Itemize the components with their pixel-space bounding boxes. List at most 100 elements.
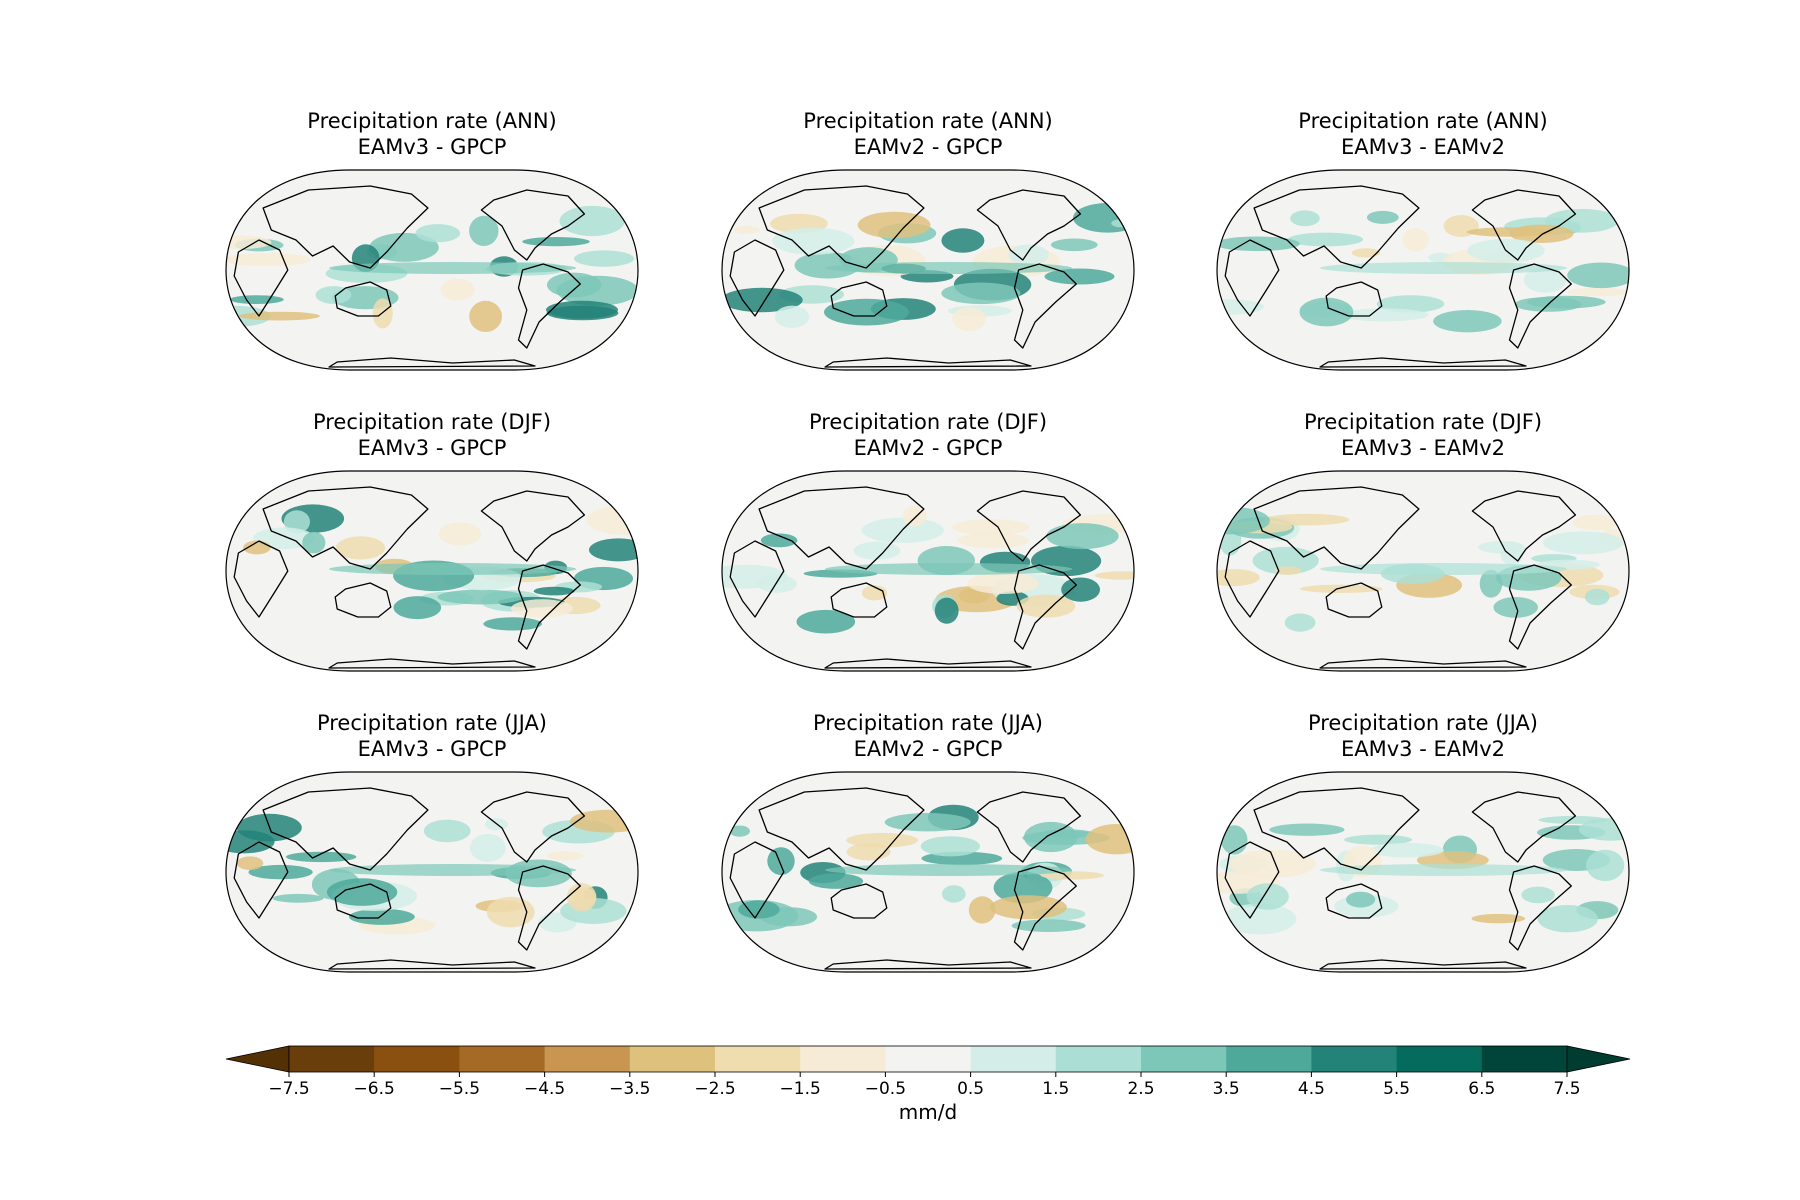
coastline-antarctica xyxy=(1319,959,1527,970)
coastline-southAmerica xyxy=(517,263,581,349)
map-panel-4: Precipitation rate (DJF)EAMv3 - GPCP xyxy=(225,410,639,672)
anomaly-patch xyxy=(511,599,573,618)
anomaly-patch xyxy=(902,505,927,527)
anomaly-patch xyxy=(533,586,575,596)
itcz-band xyxy=(1320,864,1568,876)
anomaly-patch xyxy=(722,564,788,589)
colorbar-tick-label: −4.5 xyxy=(524,1079,565,1099)
coastline-asia xyxy=(262,787,429,871)
map-panel-5: Precipitation rate (DJF)EAMv2 - GPCP xyxy=(721,410,1135,672)
coastline-southAmerica xyxy=(517,865,581,951)
anomaly-patch xyxy=(729,825,750,837)
anomaly-patch xyxy=(941,228,985,253)
panel-subtitle: EAMv3 - GPCP xyxy=(358,737,507,761)
map-outline xyxy=(1216,771,1630,973)
anomaly-patch xyxy=(574,250,634,267)
anomaly-patch xyxy=(1572,514,1618,531)
anomaly-patch xyxy=(1287,232,1364,247)
anomaly-patch xyxy=(1509,224,1574,243)
anomaly-patch xyxy=(968,896,996,924)
anomaly-patch xyxy=(239,311,320,321)
coastline-africa xyxy=(729,239,785,317)
anomaly-patch xyxy=(1566,287,1629,297)
anomaly-patch xyxy=(884,813,971,832)
anomaly-patch xyxy=(1567,262,1629,289)
colorbar-segment xyxy=(715,1046,801,1072)
anomaly-patch xyxy=(1578,818,1629,841)
anomaly-patch xyxy=(349,908,415,925)
coastline-africa xyxy=(729,841,785,919)
anomaly-patch xyxy=(1044,268,1115,285)
panel-subtitle: EAMv3 - EAMv2 xyxy=(1341,737,1505,761)
anomaly-patch xyxy=(1341,308,1429,322)
panel-subtitle: EAMv2 - GPCP xyxy=(854,436,1003,460)
coastline-northAmerica xyxy=(976,791,1082,863)
panel-title: Precipitation rate (DJF) xyxy=(809,410,1047,434)
anomaly-patch xyxy=(335,536,386,560)
colorbar-tick-label: −5.5 xyxy=(439,1079,480,1099)
colorbar-segment xyxy=(544,1046,631,1072)
anomaly-patch xyxy=(486,896,535,928)
anomaly-patch xyxy=(546,300,618,319)
coastline-africa xyxy=(1224,841,1280,919)
colorbar-segment xyxy=(289,1046,375,1072)
colorbar-tick-label: −3.5 xyxy=(609,1079,650,1099)
colorbar-segment xyxy=(459,1046,546,1072)
anomaly-patch xyxy=(1290,210,1320,227)
anomaly-patch xyxy=(236,856,264,870)
anomaly-patch xyxy=(1221,825,1248,855)
panel-subtitle: EAMv3 - GPCP xyxy=(358,135,507,159)
colorbar-tick-label: 7.5 xyxy=(1553,1079,1580,1099)
map-panel-3: Precipitation rate (ANN)EAMv3 - EAMv2 xyxy=(1216,109,1630,371)
coastline-southAmerica xyxy=(1508,263,1572,349)
anomaly-patch xyxy=(393,596,442,620)
anomaly-patch xyxy=(469,215,499,246)
coastline-northAmerica xyxy=(1471,189,1577,261)
anomaly-patch xyxy=(1471,913,1526,924)
anomaly-field xyxy=(722,203,1134,332)
anomaly-patch xyxy=(315,286,352,304)
coastline-africa xyxy=(233,540,289,618)
itcz-band xyxy=(825,864,1073,876)
anomaly-patch xyxy=(1094,571,1134,580)
anomaly-patch xyxy=(469,833,506,862)
anomaly-patch xyxy=(796,609,856,634)
map-panel-2: Precipitation rate (ANN)EAMv2 - GPCP xyxy=(721,109,1135,371)
anomaly-patch xyxy=(989,895,1067,920)
anomaly-patch xyxy=(1073,203,1134,233)
map-outline xyxy=(1216,470,1630,672)
anomaly-patch xyxy=(772,227,855,255)
anomaly-patch xyxy=(1252,546,1319,575)
panel-subtitle: EAMv3 - EAMv2 xyxy=(1341,135,1505,159)
panel-subtitle: EAMv2 - GPCP xyxy=(854,135,1003,159)
anomaly-patch xyxy=(774,305,810,328)
coastline-antarctica xyxy=(328,658,536,669)
coastline-africa xyxy=(729,540,785,618)
anomaly-patch xyxy=(934,597,959,624)
map-panel-7: Precipitation rate (JJA)EAMv3 - GPCP xyxy=(225,711,639,973)
coastline-asia xyxy=(1253,787,1420,871)
anomaly-patch xyxy=(372,298,393,329)
coastline-australia xyxy=(334,281,392,317)
anomaly-patch xyxy=(1061,577,1100,602)
colorbar-segment xyxy=(1141,1046,1227,1072)
itcz-band xyxy=(329,563,577,575)
map-outline xyxy=(225,771,639,973)
colorbar-segment xyxy=(800,1046,886,1072)
coastline-australia xyxy=(1325,883,1383,919)
map-panel-8: Precipitation rate (JJA)EAMv2 - GPCP xyxy=(721,711,1135,973)
anomaly-patch xyxy=(808,873,864,889)
coastline-northAmerica xyxy=(976,189,1082,261)
coastline-asia xyxy=(1253,185,1420,269)
anomaly-patch xyxy=(1433,310,1502,333)
anomaly-patch xyxy=(941,885,966,903)
anomaly-patch xyxy=(1016,594,1076,618)
itcz-band xyxy=(1320,563,1568,575)
map-outline xyxy=(225,470,639,672)
coastline-antarctica xyxy=(824,959,1032,970)
colorbar-tick-label: 5.5 xyxy=(1383,1079,1410,1099)
anomaly-patch xyxy=(469,300,502,332)
map-panel-6: Precipitation rate (DJF)EAMv3 - EAMv2 xyxy=(1216,410,1630,672)
anomaly-patch xyxy=(1537,905,1599,933)
anomaly-field xyxy=(722,505,1134,634)
